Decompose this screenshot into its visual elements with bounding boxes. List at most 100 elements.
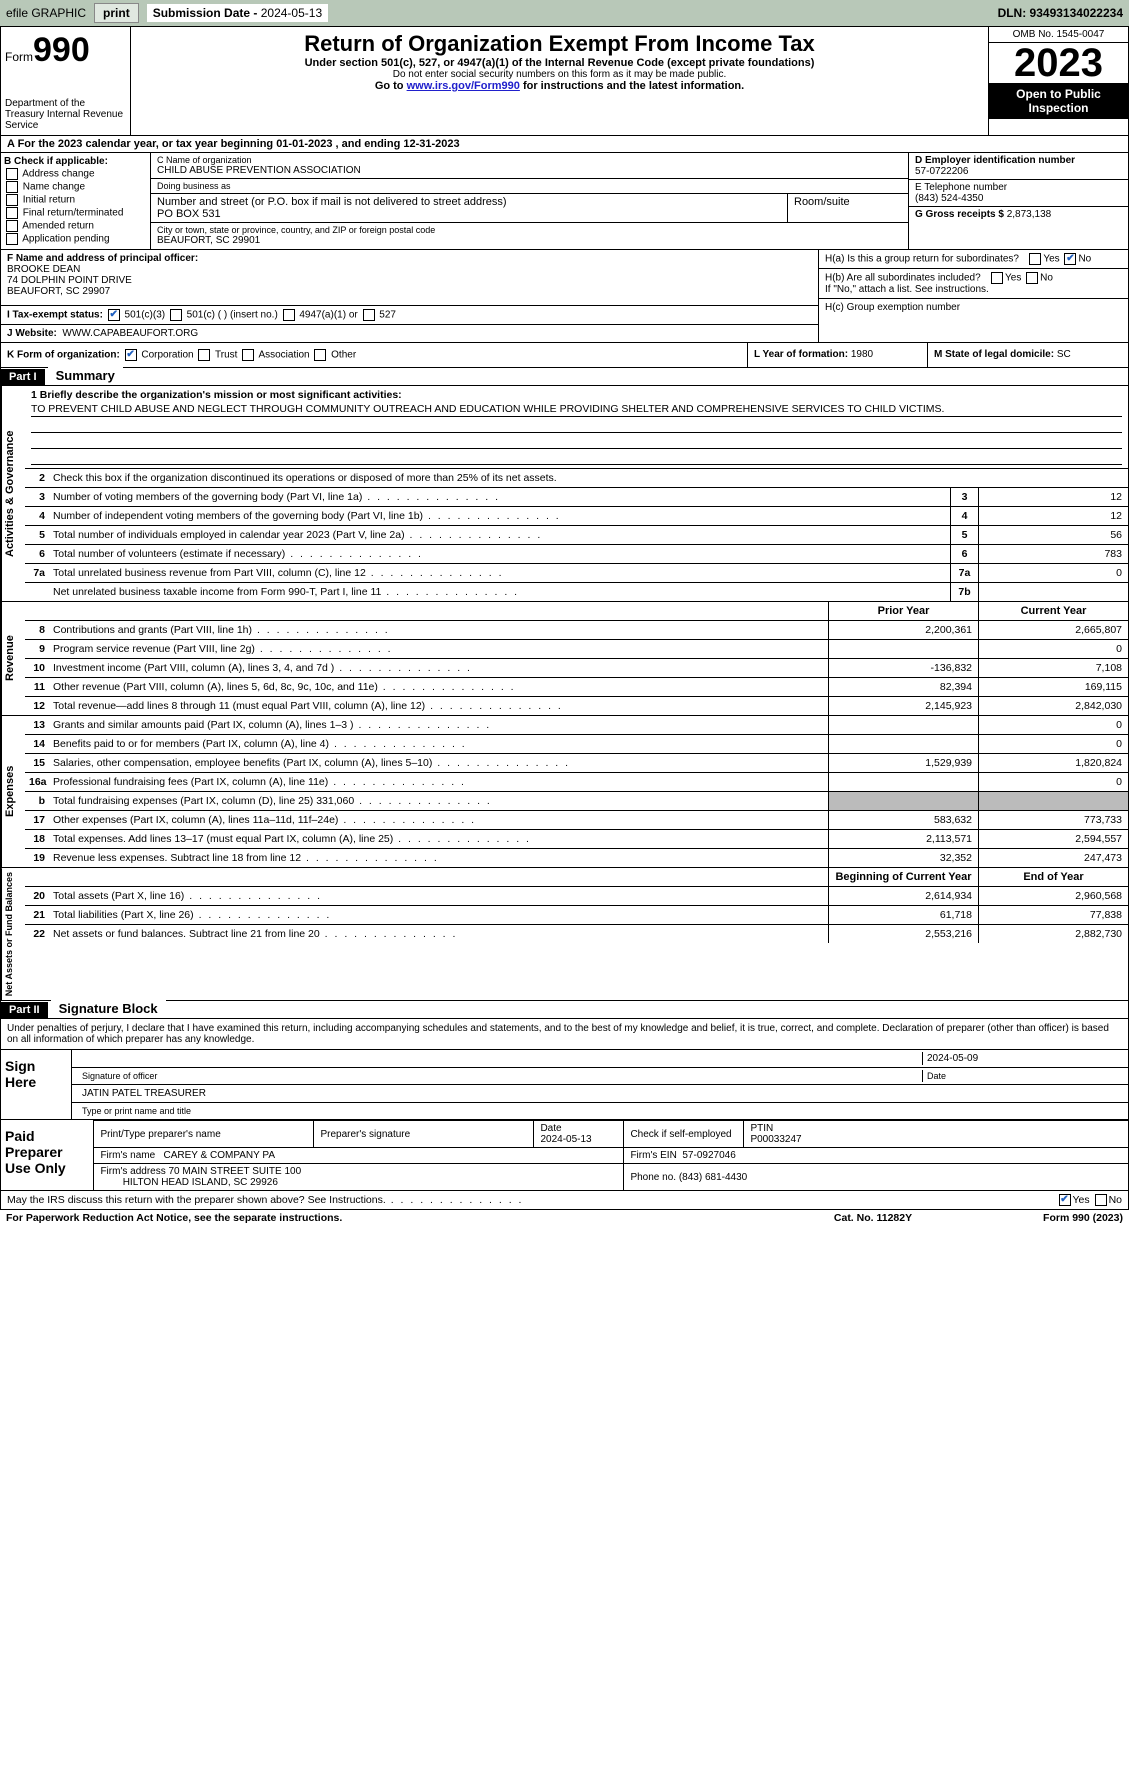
paid-preparer: Paid Preparer Use Only Print/Type prepar… [0,1120,1129,1191]
cb-527[interactable] [363,309,375,321]
prep-date: 2024-05-13 [540,1134,591,1145]
officer-signed: JATIN PATEL TREASURER [78,1087,210,1100]
line-16a: 16aProfessional fundraising fees (Part I… [25,773,1128,792]
line-5: 5Total number of individuals employed in… [25,526,1128,545]
gross-receipts: 2,873,138 [1007,209,1052,220]
discuss-row: May the IRS discuss this return with the… [0,1191,1129,1210]
footer: For Paperwork Reduction Act Notice, see … [0,1210,1129,1226]
cb-amended[interactable]: Amended return [4,220,147,232]
cb-corp[interactable] [125,349,137,361]
website: WWW.CAPABEAUFORT.ORG [62,328,198,339]
line-7a: 7aTotal unrelated business revenue from … [25,564,1128,583]
sign-here: Sign Here 2024-05-09 Signature of office… [0,1050,1129,1120]
section-fijh: F Name and address of principal officer:… [0,250,1129,343]
cb-discuss-no[interactable] [1095,1194,1107,1206]
line-14: 14Benefits paid to or for members (Part … [25,735,1128,754]
cb-name-change[interactable]: Name change [4,181,147,193]
form-title: Return of Organization Exempt From Incom… [135,31,984,57]
form-header: Form990 Department of the Treasury Inter… [0,26,1129,136]
tax-year: 2023 [989,43,1128,83]
cb-final-return[interactable]: Final return/terminated [4,207,147,219]
part1-header: Part I Summary [0,368,1129,386]
line-18: 18Total expenses. Add lines 13–17 (must … [25,830,1128,849]
line-4: 4Number of independent voting members of… [25,507,1128,526]
line-13: 13Grants and similar amounts paid (Part … [25,716,1128,735]
city: BEAUFORT, SC 29901 [157,235,902,246]
line-17: 17Other expenses (Part IX, column (A), l… [25,811,1128,830]
section-bcd: B Check if applicable: Address change Na… [0,153,1129,250]
line-1-mission: 1 Briefly describe the organization's mi… [25,386,1128,469]
cb-ha-no[interactable] [1064,253,1076,265]
officer-name: BROOKE DEAN [7,264,80,275]
cb-discuss-yes[interactable] [1059,1194,1071,1206]
cb-hb-no[interactable] [1026,272,1038,284]
cb-hb-yes[interactable] [991,272,1003,284]
line-6: 6Total number of volunteers (estimate if… [25,545,1128,564]
subtitle-2: Do not enter social security numbers on … [135,69,984,80]
ptin: P00033247 [750,1134,801,1145]
cb-app-pending[interactable]: Application pending [4,233,147,245]
line-3: 3Number of voting members of the governi… [25,488,1128,507]
line-21: 21Total liabilities (Part X, line 26)61,… [25,906,1128,925]
efile-label: efile GRAPHIC [6,6,86,20]
row-a-period: A For the 2023 calendar year, or tax yea… [0,136,1129,153]
print-button[interactable]: print [94,3,139,23]
street: PO BOX 531 [157,208,781,220]
cb-other[interactable] [314,349,326,361]
firm-addr: 70 MAIN STREET SUITE 100 [169,1166,302,1177]
phone: (843) 524-4350 [915,193,1122,204]
subtitle-3: Go to www.irs.gov/Form990 for instructio… [135,80,984,92]
perjury-statement: Under penalties of perjury, I declare th… [0,1019,1129,1050]
cb-address-change[interactable]: Address change [4,168,147,180]
cb-assoc[interactable] [242,349,254,361]
firm-name: CAREY & COMPANY PA [164,1150,276,1161]
cb-ha-yes[interactable] [1029,253,1041,265]
box-b: B Check if applicable: Address change Na… [1,153,151,249]
line-10: 10Investment income (Part VIII, column (… [25,659,1128,678]
firm-phone: (843) 681-4430 [679,1172,747,1183]
line-22: 22Net assets or fund balances. Subtract … [25,925,1128,943]
line-15: 15Salaries, other compensation, employee… [25,754,1128,773]
state-domicile: SC [1057,349,1071,360]
line-: Net unrelated business taxable income fr… [25,583,1128,601]
topbar: efile GRAPHIC print Submission Date - 20… [0,0,1129,26]
summary-governance: Activities & Governance 1 Briefly descri… [0,386,1129,602]
mission-text: TO PREVENT CHILD ABUSE AND NEGLECT THROU… [31,403,1122,417]
summary-netassets: Net Assets or Fund Balances Beginning of… [0,868,1129,1001]
line-20: 20Total assets (Part X, line 16)2,614,93… [25,887,1128,906]
cb-trust[interactable] [198,349,210,361]
part2-header: Part II Signature Block [0,1001,1129,1019]
submission-date: Submission Date - 2024-05-13 [147,4,328,22]
summary-revenue: Revenue Prior YearCurrent Year 8Contribu… [0,602,1129,716]
summary-expenses: Expenses 13Grants and similar amounts pa… [0,716,1129,868]
tab-revenue: Revenue [1,602,25,715]
sign-date: 2024-05-09 [922,1052,1122,1065]
subtitle-1: Under section 501(c), 527, or 4947(a)(1)… [135,57,984,69]
dln: DLN: 93493134022234 [998,6,1123,20]
line-11: 11Other revenue (Part VIII, column (A), … [25,678,1128,697]
cb-501c3[interactable] [108,309,120,321]
tab-expenses: Expenses [1,716,25,867]
cb-4947[interactable] [283,309,295,321]
cb-501c[interactable] [170,309,182,321]
cb-initial-return[interactable]: Initial return [4,194,147,206]
dept-label: Department of the Treasury Internal Reve… [5,98,126,131]
line-12: 12Total revenue—add lines 8 through 11 (… [25,697,1128,715]
box-deg: D Employer identification number57-07222… [908,153,1128,249]
ein: 57-0722206 [915,166,1122,177]
form-number: 990 [33,31,90,69]
org-name: CHILD ABUSE PREVENTION ASSOCIATION [157,165,902,176]
line-19: 19Revenue less expenses. Subtract line 1… [25,849,1128,867]
row-klm: K Form of organization: Corporation Trus… [0,343,1129,368]
line-b: bTotal fundraising expenses (Part IX, co… [25,792,1128,811]
line-8: 8Contributions and grants (Part VIII, li… [25,621,1128,640]
open-to-public: Open to Public Inspection [989,83,1128,119]
firm-ein: 57-0927046 [682,1150,735,1161]
line-9: 9Program service revenue (Part VIII, lin… [25,640,1128,659]
year-formation: 1980 [851,349,873,360]
box-c: C Name of organizationCHILD ABUSE PREVEN… [151,153,908,249]
line-2: Check this box if the organization disco… [49,469,1128,487]
tab-netassets: Net Assets or Fund Balances [1,868,25,1000]
irs-link[interactable]: www.irs.gov/Form990 [407,80,520,92]
tab-governance: Activities & Governance [1,386,25,601]
